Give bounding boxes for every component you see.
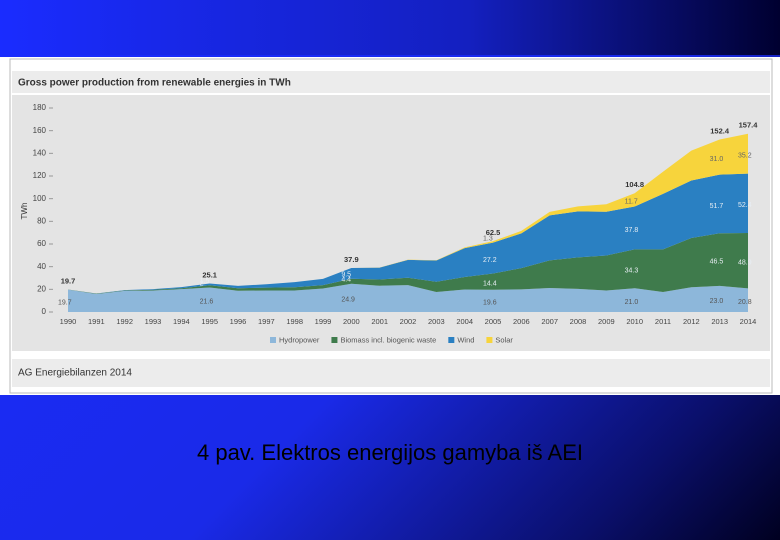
value-label: 23.0	[710, 298, 724, 305]
value-label: 35.2	[738, 153, 752, 160]
x-tick-label: 2008	[570, 317, 587, 326]
y-tick-label: 0	[42, 307, 47, 316]
area	[68, 283, 748, 312]
value-label: 1.3	[483, 235, 493, 242]
value-label: 51.7	[710, 203, 724, 210]
chart: Gross power production from renewable en…	[9, 58, 773, 394]
x-tick-label: 1992	[116, 317, 133, 326]
x-tick-label: 2003	[428, 317, 445, 326]
legend-label: Solar	[495, 335, 513, 344]
value-label: 21.0	[625, 299, 639, 306]
x-tick-label: 1998	[286, 317, 303, 326]
total-label: 104.8	[625, 180, 644, 189]
x-tick-label: 1993	[145, 317, 162, 326]
x-tick-label: 1999	[315, 317, 332, 326]
legend-swatch	[270, 337, 276, 343]
value-label: 27.2	[483, 257, 497, 264]
value-label: 2	[200, 280, 204, 287]
x-tick-label: 2009	[598, 317, 615, 326]
y-tick-label: 100	[33, 194, 47, 203]
legend-swatch	[486, 337, 493, 343]
x-tick-label: 1996	[230, 317, 247, 326]
total-label: 152.4	[710, 126, 730, 135]
value-label: 34.3	[625, 268, 639, 275]
chart-title-bar	[12, 71, 770, 93]
x-tick-label: 2002	[400, 317, 417, 326]
value-label: 21.6	[200, 299, 214, 306]
x-tick-label: 2001	[371, 317, 388, 326]
x-tick-label: 2006	[513, 317, 530, 326]
value-label: 9.5	[341, 272, 351, 279]
total-label: 37.9	[344, 255, 359, 264]
value-label: 19.7	[58, 300, 72, 307]
y-tick-label: 40	[37, 262, 46, 271]
x-tick-label: 1991	[88, 317, 105, 326]
value-label: 37.8	[625, 227, 639, 234]
area	[68, 173, 748, 294]
y-tick-label: 140	[33, 148, 47, 157]
legend-swatch	[448, 337, 455, 343]
x-tick-label: 2004	[456, 317, 473, 326]
y-tick-label: 60	[37, 239, 46, 248]
source: AG Energiebilanzen 2014	[18, 368, 132, 379]
x-tick-label: 1997	[258, 317, 275, 326]
y-axis-label: TWh	[20, 203, 29, 220]
total-label: 25.1	[202, 271, 217, 280]
total-label: 19.7	[61, 276, 76, 285]
value-label: 19.6	[483, 300, 497, 307]
value-label: 52.4	[738, 202, 752, 209]
y-tick-label: 20	[37, 284, 46, 293]
chart-title: Gross power production from renewable en…	[18, 78, 291, 89]
area	[68, 233, 748, 294]
value-label: 4.4	[341, 277, 351, 284]
y-tick-label: 120	[33, 171, 47, 180]
y-tick-label: 80	[37, 216, 46, 225]
title-band	[0, 0, 780, 55]
y-tick-label: 160	[33, 126, 47, 135]
x-tick-label: 2000	[343, 317, 360, 326]
total-label: 157.4	[739, 121, 759, 130]
legend-label: Biomass incl. biogenic waste	[340, 335, 436, 344]
caption: 4 pav. Elektros energijos gamyba iš AEI	[196, 440, 583, 465]
value-label: 31.0	[710, 156, 724, 163]
value-label: 11.7	[625, 199, 638, 206]
x-tick-label: 2012	[683, 317, 700, 326]
value-label: 24.9	[341, 297, 355, 304]
x-tick-label: 2007	[541, 317, 558, 326]
y-tick-label: 180	[33, 103, 47, 112]
total-label: 62.5	[486, 228, 501, 237]
chart-panel: Gross power production from renewable en…	[0, 57, 780, 395]
x-tick-label: 2014	[740, 317, 757, 326]
value-label: 20.8	[738, 299, 752, 306]
legend-label: Hydropower	[279, 335, 320, 344]
value-label: 14.4	[483, 280, 497, 287]
x-tick-label: 2011	[655, 317, 671, 326]
x-tick-label: 1994	[173, 317, 190, 326]
x-tick-label: 1990	[60, 317, 77, 326]
x-tick-label: 2013	[711, 317, 728, 326]
x-tick-label: 1995	[201, 317, 218, 326]
value-label: 48.9	[738, 260, 752, 267]
legend-swatch	[331, 337, 338, 343]
legend-label: Wind	[457, 335, 474, 344]
source-bar	[12, 359, 770, 387]
value-label: 46.5	[710, 258, 724, 265]
value-label: 1.5	[200, 278, 210, 285]
x-tick-label: 2010	[626, 317, 643, 326]
x-tick-label: 2005	[485, 317, 502, 326]
